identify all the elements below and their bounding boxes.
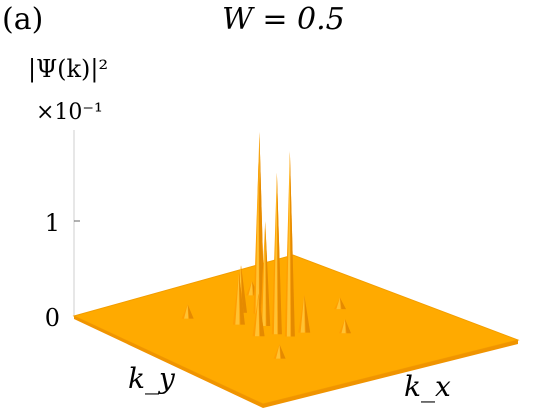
surface-peak-shade <box>279 344 286 359</box>
surface-peak-highlight <box>254 293 260 337</box>
surface-peak <box>298 294 311 333</box>
surface-peak <box>333 297 346 310</box>
surface-peak-shade <box>238 272 245 325</box>
surface-peak-shade <box>276 172 282 335</box>
surface-peak-shade <box>289 151 295 337</box>
z-tick-label-0: 0 <box>45 304 60 332</box>
z-tick-label-1: 1 <box>45 209 60 237</box>
surface-peak-highlight <box>248 281 253 296</box>
surface-peak-highlight <box>273 172 278 335</box>
surface-peak <box>232 272 245 325</box>
surface-peak <box>273 344 286 359</box>
surface-peak-shade <box>258 293 265 337</box>
surface-peak-shade <box>339 297 346 310</box>
surface-peak-highlight <box>184 304 189 319</box>
surface-peak-highlight <box>341 319 346 334</box>
surface-peak-shade <box>265 221 271 327</box>
surface-peak-highlight <box>336 297 341 310</box>
x-axis-label: k_x <box>404 370 451 403</box>
surface-peak <box>271 172 282 335</box>
z-axis-label: |Ψ(k)|² <box>28 55 109 83</box>
surface-peak-shade <box>241 265 248 313</box>
surface-peak-highlight <box>262 221 266 327</box>
y-axis-label: k_y <box>128 362 175 395</box>
surface-peak-highlight <box>300 294 305 333</box>
surface-peak <box>284 151 295 337</box>
surface-peak-highlight <box>255 161 260 314</box>
surface-peak-shade <box>187 304 194 319</box>
surface-peak-shade <box>345 319 352 334</box>
surface-peak <box>252 293 265 337</box>
chart-title: W = 0.5 <box>222 2 345 37</box>
peaks-group <box>181 131 352 359</box>
surface-peak <box>181 304 194 319</box>
surface-peak-highlight <box>275 344 281 359</box>
surface-peak <box>339 319 352 334</box>
surface-peak <box>253 161 264 314</box>
surface-peak <box>260 221 271 327</box>
z-multiplier: ×10⁻¹ <box>36 100 103 125</box>
surface-peak-highlight <box>235 272 240 325</box>
surface-peak-shade <box>258 161 264 314</box>
panel-label: (a) <box>2 2 44 37</box>
surface-peak-highlight <box>286 151 291 337</box>
surface-peak-shade <box>304 294 311 333</box>
